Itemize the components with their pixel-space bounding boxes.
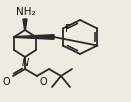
Polygon shape <box>23 19 27 30</box>
Polygon shape <box>14 35 54 39</box>
Text: N: N <box>21 59 29 69</box>
Text: F: F <box>65 23 70 33</box>
Text: O: O <box>39 77 47 87</box>
Text: NH₂: NH₂ <box>16 7 36 17</box>
Text: O: O <box>2 77 10 87</box>
